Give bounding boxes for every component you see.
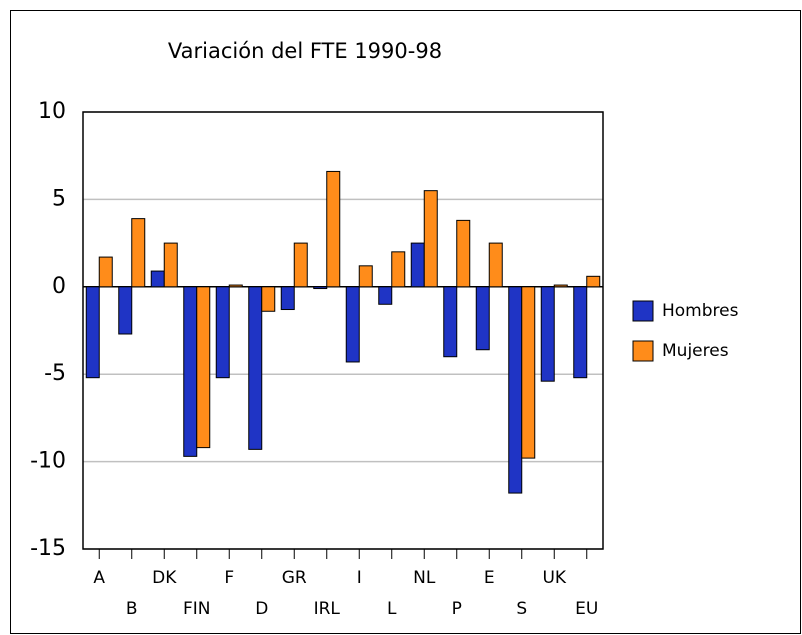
x-tick-label: S [516, 599, 527, 619]
bar [326, 170, 341, 288]
bar [521, 286, 536, 459]
legend-swatch [632, 300, 654, 322]
bar [443, 286, 458, 358]
bar [280, 286, 295, 311]
bar [586, 275, 601, 288]
bar [215, 286, 230, 379]
x-tick-label: P [452, 599, 462, 619]
bar [293, 242, 308, 288]
x-tick-label: E [484, 568, 495, 588]
legend-swatch [632, 340, 654, 362]
bar [378, 286, 393, 305]
bar [183, 286, 198, 457]
bar [313, 286, 328, 290]
chart-title: Variación del FTE 1990-98 [168, 39, 442, 63]
x-tick-label: L [387, 599, 397, 619]
x-tick-label: GR [282, 568, 307, 588]
x-tick-label: IRL [314, 599, 341, 619]
bar [118, 286, 133, 335]
bar [391, 251, 406, 288]
bar [456, 219, 471, 288]
bar [488, 242, 503, 288]
bar [248, 286, 263, 450]
bar [345, 286, 360, 363]
bar [540, 286, 555, 382]
bar [410, 242, 425, 288]
bar [261, 286, 276, 312]
y-tick-label: 10 [38, 99, 66, 124]
bar [163, 242, 178, 288]
x-tick-label: F [224, 568, 234, 588]
bar [85, 286, 100, 379]
x-tick-label: A [93, 568, 105, 588]
x-tick-label: DK [152, 568, 177, 588]
bar [508, 286, 523, 494]
x-tick-label: B [126, 599, 138, 619]
plot-border [82, 111, 604, 550]
x-tick-label: UK [542, 568, 566, 588]
bar [573, 286, 588, 379]
bar [475, 286, 490, 351]
y-tick-label: 0 [52, 274, 66, 299]
legend-label: Hombres [662, 301, 739, 321]
y-tick-label: -5 [44, 361, 66, 386]
x-tick-label: EU [575, 599, 598, 619]
x-tick-label: NL [413, 568, 436, 588]
x-tick-label: D [255, 599, 268, 619]
bar [131, 218, 146, 288]
bar [423, 190, 438, 288]
y-tick-label: 5 [52, 186, 66, 211]
legend-label: Mujeres [662, 341, 729, 361]
bar [196, 286, 211, 449]
y-tick-label: -15 [30, 536, 66, 561]
x-tick-label: FIN [183, 599, 211, 619]
bar [228, 284, 243, 288]
x-tick-label: I [357, 568, 362, 588]
bar [98, 256, 113, 288]
bar [553, 284, 568, 288]
y-tick-label: -10 [30, 449, 66, 474]
bar [358, 265, 373, 288]
bar [150, 270, 165, 288]
